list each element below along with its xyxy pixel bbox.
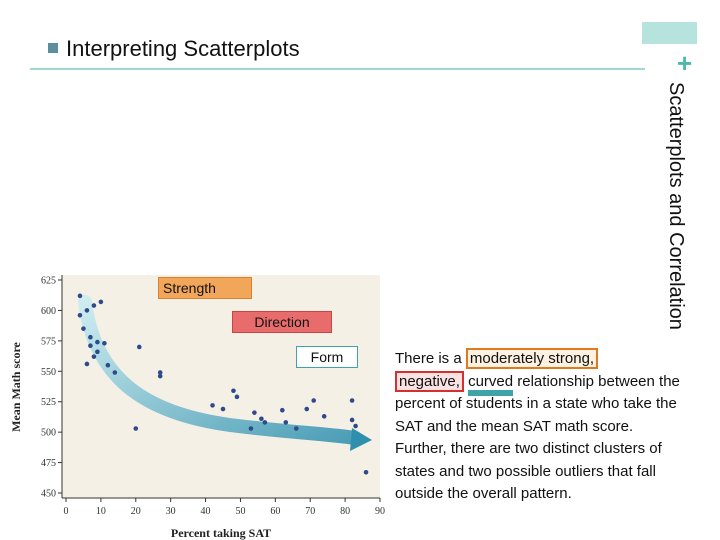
data-point: [91, 303, 97, 308]
data-point: [304, 406, 310, 412]
data-point: [88, 334, 93, 340]
data-point: [349, 417, 355, 423]
slide-title: Interpreting Scatterplots: [48, 36, 300, 62]
y-tick-label: 500: [41, 428, 56, 439]
data-point: [136, 344, 142, 350]
form-highlight: curved: [468, 372, 514, 396]
y-tick-label: 575: [41, 336, 56, 347]
x-tick-label: 80: [340, 506, 350, 517]
data-point: [102, 340, 107, 346]
data-point: [133, 426, 139, 431]
data-point: [280, 407, 285, 413]
y-tick-label: 550: [41, 367, 56, 378]
y-axis-label: Mean Math score: [9, 341, 23, 431]
data-point: [283, 420, 289, 425]
x-tick-label: 10: [96, 506, 106, 517]
data-point: [248, 426, 254, 431]
bullet-icon: [48, 43, 58, 54]
y-tick-label: 450: [41, 489, 56, 500]
x-tick-label: 50: [235, 506, 245, 517]
y-tick-label: 625: [41, 276, 56, 287]
data-point: [95, 349, 100, 355]
data-point: [105, 362, 111, 368]
data-point: [252, 410, 257, 415]
slide-title-text: Interpreting Scatterplots: [66, 36, 300, 61]
data-point: [88, 343, 93, 349]
data-point: [91, 354, 97, 359]
direction-highlight: negative,: [395, 370, 464, 392]
data-point: [112, 370, 118, 375]
description-lead: There is a: [395, 350, 466, 367]
section-label: Scatterplots and Correlation: [665, 82, 687, 330]
form-tag: Form: [296, 346, 358, 368]
plot-area: [62, 275, 380, 498]
data-point: [321, 414, 327, 419]
x-tick-label: 70: [305, 506, 315, 517]
data-point: [77, 293, 83, 299]
x-tick-label: 0: [64, 506, 69, 517]
description-paragraph-1: There is a moderately strong, negative, c…: [395, 348, 705, 438]
data-point: [220, 406, 226, 412]
data-point: [234, 394, 240, 400]
trend-arrow: [78, 295, 362, 445]
data-point: [210, 403, 215, 408]
corner-accent-box: [642, 22, 697, 44]
x-axis-label: Percent taking SAT: [171, 526, 271, 540]
data-point: [77, 312, 83, 318]
data-point: [293, 426, 299, 431]
scatterplot-chart: 0 10 20 30 40 50 60 70 80 90 450 475 500 525 550 575 60…: [9, 275, 385, 540]
description-body: relationship between the percent of stud…: [395, 372, 680, 435]
data-point: [231, 388, 236, 394]
data-point: [157, 370, 163, 375]
strength-highlight: moderately strong,: [465, 348, 599, 369]
data-point: [259, 416, 264, 422]
trend-arrow-head: [350, 428, 372, 451]
x-tick-label: 60: [270, 506, 280, 517]
x-tick-label: 40: [201, 506, 211, 517]
x-tick-label: 20: [131, 506, 141, 517]
data-point: [84, 308, 90, 313]
title-divider: [30, 68, 645, 70]
data-point: [349, 398, 355, 403]
data-point: [157, 373, 163, 379]
data-point: [98, 299, 104, 305]
data-point: [81, 326, 86, 331]
plus-icon: +: [677, 48, 693, 78]
y-tick-label: 600: [41, 306, 56, 317]
x-tick-label: 30: [166, 506, 176, 517]
data-point: [95, 339, 100, 345]
y-tick-label: 525: [41, 397, 56, 408]
x-tick-label: 90: [375, 506, 385, 517]
data-point: [311, 398, 317, 403]
direction-tag: Direction: [232, 311, 332, 333]
y-tick-label: 475: [41, 458, 56, 469]
description-paragraph-2: Further, there are two distinct clusters…: [395, 440, 662, 502]
strength-tag: Strength: [158, 277, 252, 299]
data-point: [262, 420, 268, 425]
data-point: [353, 423, 358, 429]
data-point: [84, 361, 90, 367]
data-point: [363, 470, 369, 475]
description-text: There is a moderately strong, negative, c…: [395, 348, 705, 506]
